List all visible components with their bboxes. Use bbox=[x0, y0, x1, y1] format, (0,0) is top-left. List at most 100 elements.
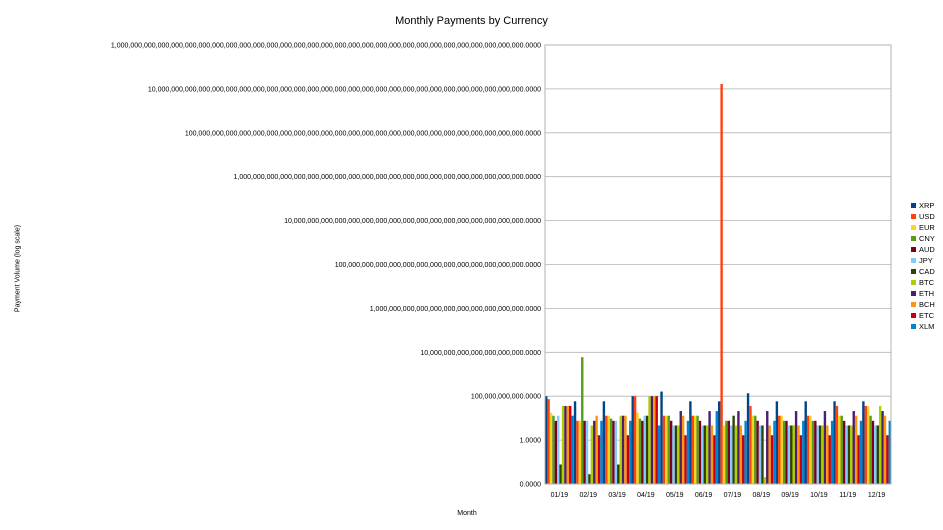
bar-etc-2 bbox=[626, 435, 630, 484]
legend-item: USD bbox=[911, 211, 935, 222]
bar-xrp-8 bbox=[775, 401, 779, 484]
bar-btc-7 bbox=[763, 477, 767, 484]
bar-aud-8 bbox=[785, 420, 788, 484]
bar-eth-9 bbox=[823, 411, 827, 484]
bar-aud-0 bbox=[554, 420, 558, 484]
bar-usd-11 bbox=[864, 405, 867, 484]
bar-cny-7 bbox=[754, 415, 757, 484]
bar-etc-0 bbox=[569, 405, 572, 484]
bar-bch-2 bbox=[624, 415, 627, 484]
bar-cad-1 bbox=[588, 474, 591, 484]
bar-xrp-3 bbox=[631, 396, 634, 484]
legend-label: JPY bbox=[919, 256, 933, 265]
x-tick-label: 05/19 bbox=[666, 492, 684, 499]
bar-cad-2 bbox=[617, 464, 620, 484]
bar-cad-8 bbox=[790, 425, 793, 484]
bar-cad-6 bbox=[732, 415, 735, 484]
x-tick-label: 01/19 bbox=[551, 492, 569, 499]
x-tick-label: 04/19 bbox=[637, 492, 655, 499]
legend-swatch bbox=[911, 291, 916, 296]
legend-item: AUD bbox=[911, 244, 935, 255]
bar-xlm-7 bbox=[773, 420, 776, 484]
legend-swatch bbox=[911, 247, 916, 252]
bar-bch-11 bbox=[883, 415, 887, 484]
bar-xlm-8 bbox=[802, 420, 805, 484]
bar-btc-3 bbox=[648, 396, 651, 484]
bar-eur-10 bbox=[838, 415, 841, 484]
x-tick-label: 12/19 bbox=[868, 492, 886, 499]
bar-btc-1 bbox=[590, 425, 594, 484]
bar-eth-0 bbox=[564, 405, 567, 484]
bar-bch-0 bbox=[566, 405, 570, 484]
x-axis-label: Month bbox=[457, 510, 477, 517]
bar-jpy-1 bbox=[585, 420, 589, 484]
legend-swatch bbox=[911, 280, 916, 285]
bar-usd-6 bbox=[720, 84, 723, 485]
bar-btc-0 bbox=[561, 405, 565, 484]
y-tick-label: 10,000,000,000,000,000,000,000,000,000,0… bbox=[284, 218, 541, 225]
bar-eur-3 bbox=[636, 412, 639, 484]
bar-aud-3 bbox=[641, 420, 644, 484]
bar-xrp-2 bbox=[602, 401, 606, 484]
bar-cad-4 bbox=[674, 425, 678, 484]
bar-aud-11 bbox=[871, 420, 875, 484]
bar-usd-10 bbox=[835, 405, 839, 484]
bar-aud-2 bbox=[612, 420, 615, 484]
bar-jpy-9 bbox=[816, 425, 819, 484]
bar-eur-9 bbox=[809, 415, 812, 484]
bar-usd-4 bbox=[662, 415, 666, 484]
bar-xrp-0 bbox=[545, 396, 548, 484]
bar-bch-3 bbox=[653, 396, 656, 484]
bar-cny-1 bbox=[581, 357, 584, 484]
legend-item: XRP bbox=[911, 200, 935, 211]
bar-cny-11 bbox=[869, 415, 872, 484]
bar-etc-1 bbox=[597, 435, 601, 484]
bar-eth-4 bbox=[679, 411, 682, 484]
legend: XRP USD EUR CNY AUD JPY CAD BTC ETH BCH ETC XLM bbox=[911, 200, 935, 332]
y-tick-label: 0.0000 bbox=[520, 482, 542, 489]
bar-bch-4 bbox=[681, 415, 685, 484]
legend-item: ETH bbox=[911, 288, 935, 299]
legend-label: BCH bbox=[919, 300, 935, 309]
x-tick-label: 06/19 bbox=[695, 492, 713, 499]
bar-eth-1 bbox=[593, 420, 596, 484]
x-tick-label: 09/19 bbox=[781, 492, 799, 499]
legend-item: BTC bbox=[911, 277, 935, 288]
legend-swatch bbox=[911, 313, 916, 318]
bar-cny-10 bbox=[840, 415, 843, 484]
bar-xrp-9 bbox=[804, 401, 807, 484]
bar-eur-8 bbox=[780, 415, 783, 484]
y-tick-label: 10,000,000,000,000,000,000,000,000,000,0… bbox=[148, 86, 541, 93]
chart-title: Monthly Payments by Currency bbox=[395, 15, 548, 27]
x-tick-label: 08/19 bbox=[752, 492, 770, 499]
bar-jpy-2 bbox=[614, 420, 618, 484]
bar-jpy-8 bbox=[787, 425, 791, 484]
legend-swatch bbox=[911, 302, 916, 307]
legend-swatch bbox=[911, 225, 916, 230]
bar-xlm-5 bbox=[715, 411, 718, 484]
bar-xlm-0 bbox=[571, 415, 574, 484]
bar-xlm-3 bbox=[657, 425, 661, 484]
bar-jpy-4 bbox=[672, 425, 675, 484]
bar-bch-7 bbox=[768, 425, 771, 484]
bar-cad-9 bbox=[818, 425, 822, 484]
bar-xrp-10 bbox=[833, 401, 836, 484]
bar-bch-5 bbox=[710, 425, 714, 484]
bar-xlm-4 bbox=[686, 420, 690, 484]
bar-xrp-1 bbox=[573, 401, 577, 484]
x-tick-label: 07/19 bbox=[724, 492, 742, 499]
bar-aud-10 bbox=[842, 420, 846, 484]
bar-jpy-5 bbox=[701, 425, 704, 484]
bar-cny-9 bbox=[811, 420, 815, 484]
bar-etc-5 bbox=[713, 435, 716, 484]
bar-btc-9 bbox=[821, 425, 824, 484]
bar-xlm-1 bbox=[600, 420, 603, 484]
bar-etc-11 bbox=[886, 435, 889, 484]
bar-eth-11 bbox=[881, 411, 884, 484]
y-tick-label: 10,000,000,000,000,000,000,000.0000 bbox=[420, 350, 541, 357]
bar-cny-6 bbox=[725, 420, 728, 484]
bar-aud-5 bbox=[698, 420, 702, 484]
bar-eth-8 bbox=[794, 411, 798, 484]
y-tick-label: 1,000,000,000,000,000,000,000,000,000,00… bbox=[370, 306, 541, 313]
legend-item: JPY bbox=[911, 255, 935, 266]
